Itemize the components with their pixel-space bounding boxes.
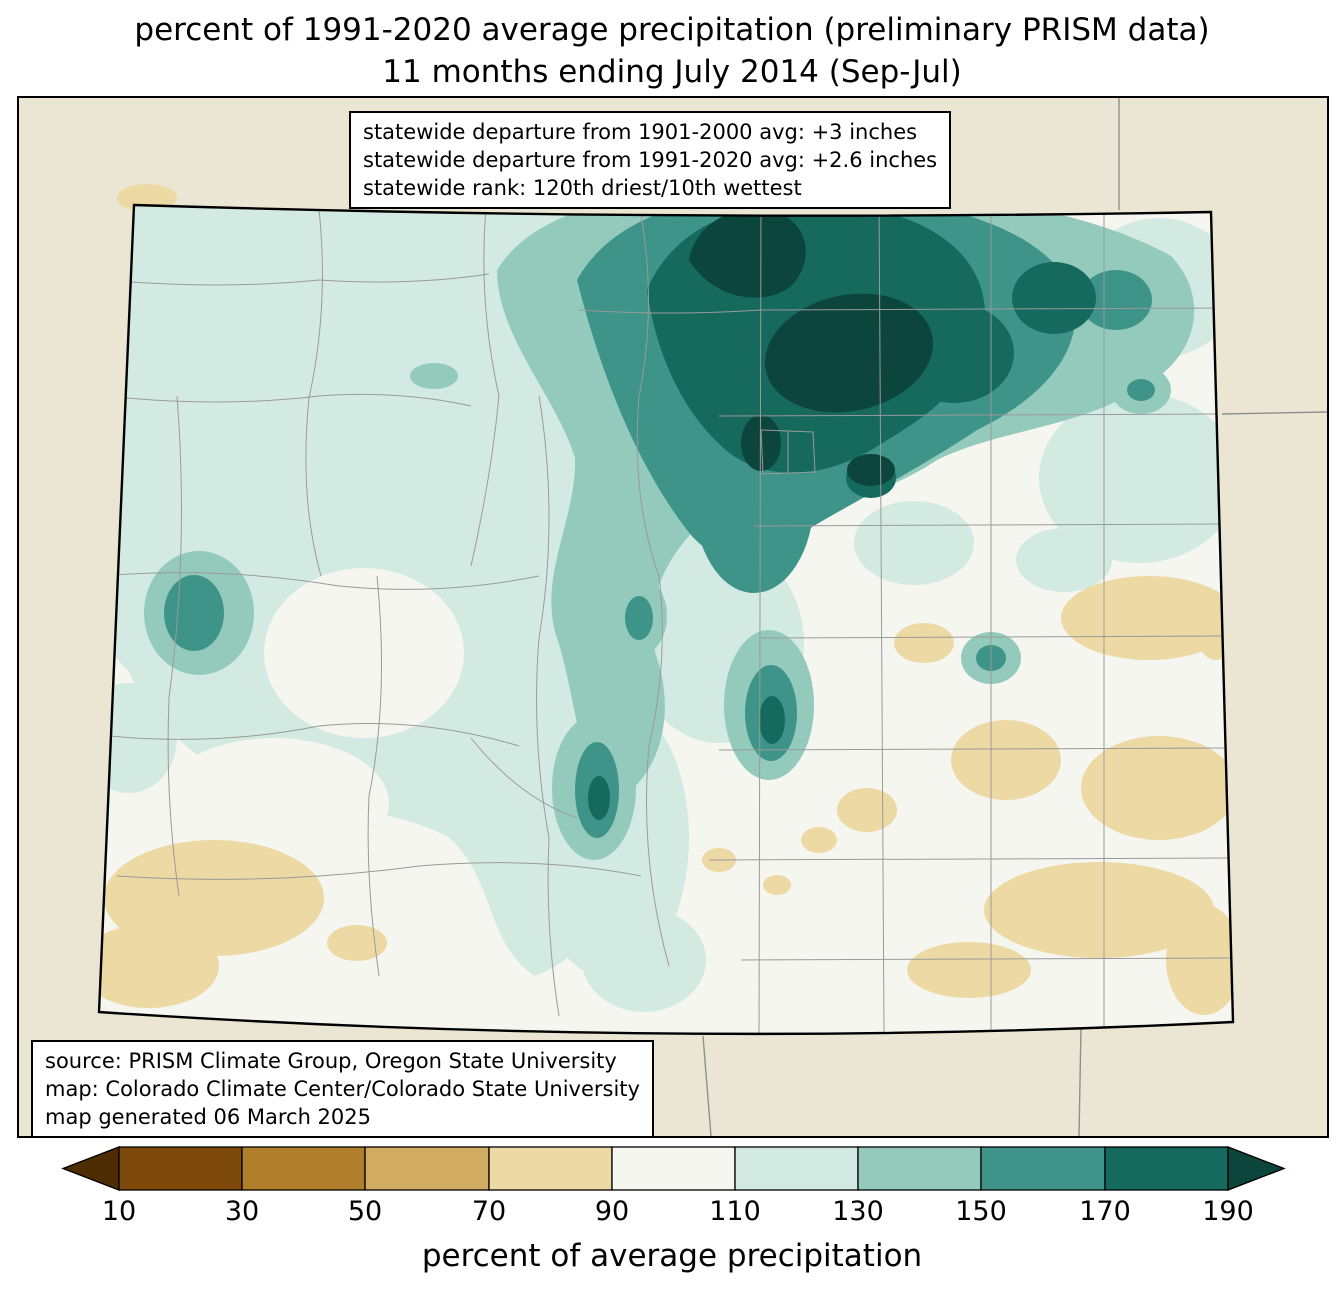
stats-line-rank: statewide rank: 120th driest/10th wettes… (363, 176, 802, 201)
source-credit-box: source: PRISM Climate Group, Oregon Stat… (31, 1040, 654, 1139)
colorbar-segment (857, 1146, 982, 1191)
colorbar-tick: 170 (1079, 1196, 1131, 1227)
source-line: source: PRISM Climate Group, Oregon Stat… (45, 1049, 617, 1073)
colorado-state-border (97, 203, 1235, 1036)
colorbar-segment (980, 1146, 1106, 1191)
colorbar-segment (488, 1146, 613, 1191)
map-title-line2: 11 months ending July 2014 (Sep-Jul) (382, 54, 962, 90)
stats-line-departure-1901-2000: statewide departure from 1901-2000 avg: … (363, 120, 918, 144)
neighbor-state-borders (702, 98, 1327, 1136)
colorbar (0, 1140, 1344, 1198)
precip-contours (99, 205, 1233, 1034)
colorbar-tick: 130 (832, 1196, 884, 1227)
colorbar-tick: 190 (1202, 1196, 1254, 1227)
county-boundaries (100, 205, 1233, 1034)
generated-date-line: map generated 06 March 2025 (45, 1105, 372, 1130)
map-credit-line: map: Colorado Climate Center/Colorado St… (45, 1077, 640, 1102)
colorbar-segment (241, 1146, 366, 1191)
map-title-line1: percent of 1991-2020 average precipitati… (134, 12, 1210, 48)
colorbar-tick: 110 (709, 1196, 761, 1227)
colorbar-tick: 50 (347, 1196, 383, 1227)
colorbar-tick: 90 (594, 1196, 630, 1227)
colorbar-tick: 70 (471, 1196, 507, 1227)
colorbar-tick: 30 (224, 1196, 260, 1227)
colorbar-arrow-over (1227, 1146, 1286, 1191)
colorbar-segment (364, 1146, 490, 1191)
colorbar-segment (1104, 1146, 1229, 1191)
statewide-stats-box: statewide departure from 1901-2000 avg: … (349, 111, 952, 210)
colorbar-segment (611, 1146, 736, 1191)
colorado-precipitation-map (19, 98, 1327, 1136)
colorbar-segment (734, 1146, 859, 1191)
stats-line-departure-1991-2020: statewide departure from 1991-2020 avg: … (363, 148, 938, 173)
colorbar-segment (118, 1146, 243, 1191)
colorbar-tick: 10 (101, 1196, 137, 1227)
map-frame: statewide departure from 1901-2000 avg: … (17, 96, 1329, 1139)
colorbar-label: percent of average precipitation (421, 1238, 923, 1274)
colorbar-tick: 150 (955, 1196, 1007, 1227)
colorbar-arrow-under (61, 1146, 120, 1191)
